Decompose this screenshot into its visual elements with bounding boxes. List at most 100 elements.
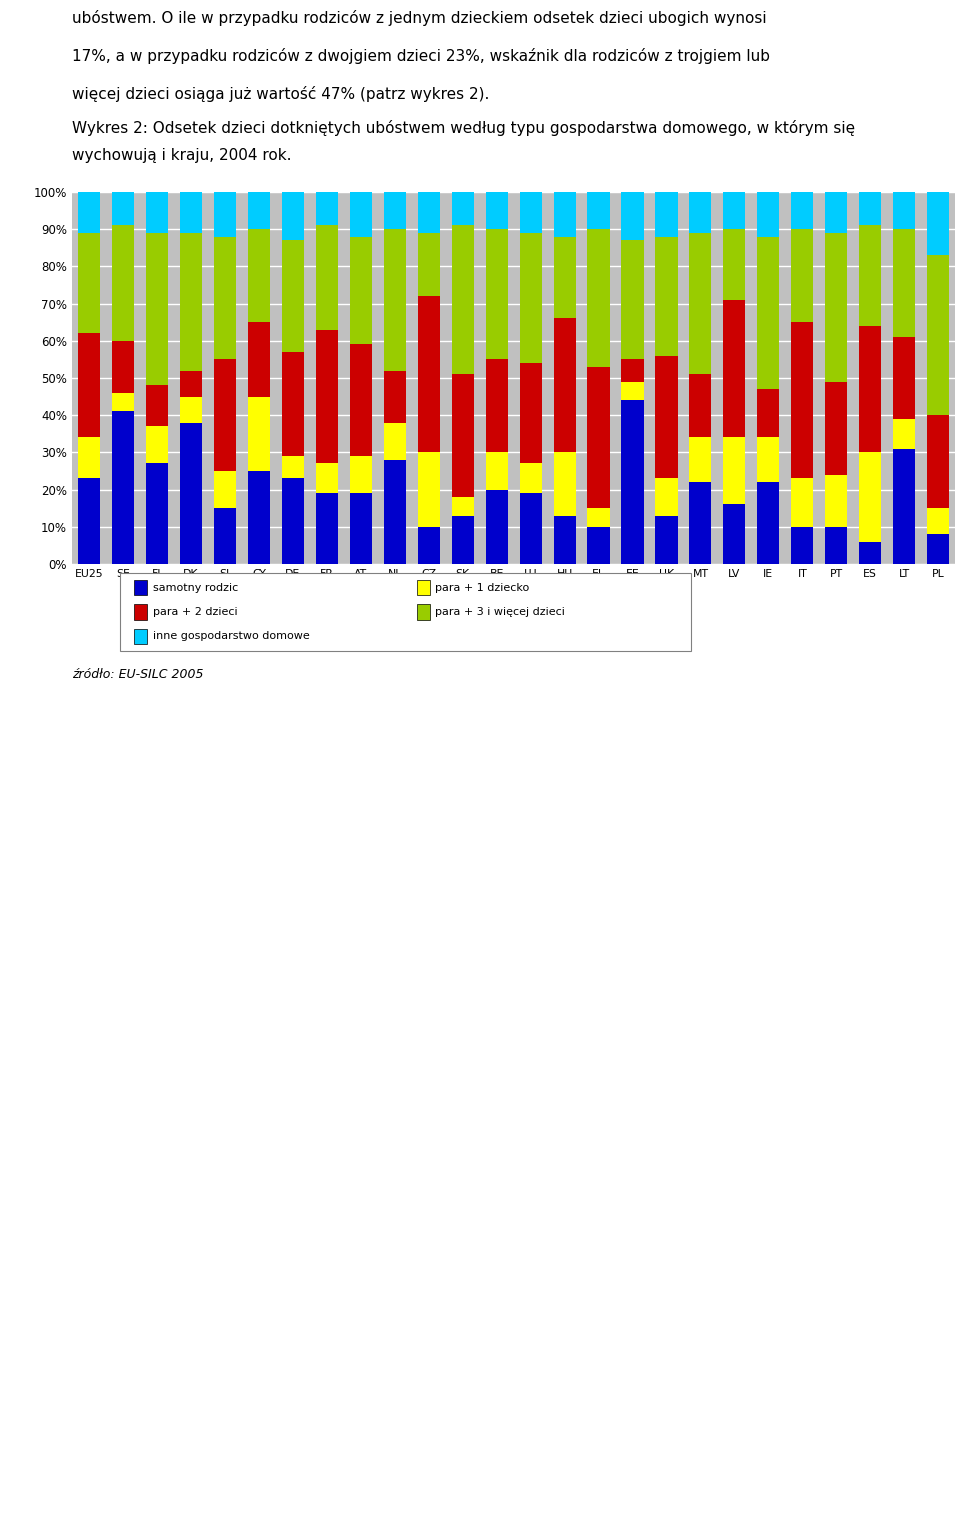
Text: para + 2 dzieci: para + 2 dzieci xyxy=(153,607,237,617)
Bar xyxy=(316,192,338,226)
Bar xyxy=(486,360,508,453)
Text: para + 1 dziecko: para + 1 dziecko xyxy=(435,582,530,593)
Bar xyxy=(112,411,134,564)
Bar xyxy=(621,360,643,381)
Bar xyxy=(451,375,473,497)
Bar xyxy=(689,482,711,564)
Bar xyxy=(349,494,372,564)
Text: inne gospodarstwo domowe: inne gospodarstwo domowe xyxy=(153,631,309,642)
Bar xyxy=(214,236,236,360)
Bar xyxy=(214,507,236,564)
Bar xyxy=(418,192,440,233)
Bar xyxy=(349,456,372,494)
Bar xyxy=(282,241,303,352)
Text: para + 3 i więcej dzieci: para + 3 i więcej dzieci xyxy=(435,607,565,617)
Bar xyxy=(486,453,508,489)
Bar xyxy=(384,192,406,229)
Bar xyxy=(78,334,100,437)
Bar xyxy=(689,375,711,437)
Bar xyxy=(859,326,881,453)
Bar xyxy=(282,192,303,241)
Bar xyxy=(791,527,813,564)
Bar xyxy=(78,233,100,334)
Bar xyxy=(384,370,406,422)
Bar xyxy=(146,463,168,564)
Bar xyxy=(621,192,643,241)
Bar xyxy=(180,233,202,370)
Text: samotny rodzic: samotny rodzic xyxy=(153,582,238,593)
Bar xyxy=(451,192,473,226)
Bar xyxy=(180,370,202,396)
Bar xyxy=(112,192,134,226)
Bar xyxy=(893,192,915,229)
Text: ubóstwem. O ile w przypadku rodziców z jednym dzieckiem odsetek dzieci ubogich w: ubóstwem. O ile w przypadku rodziców z j… xyxy=(72,11,767,26)
Bar xyxy=(689,233,711,375)
Bar xyxy=(689,437,711,482)
Bar xyxy=(927,255,949,415)
Bar xyxy=(112,341,134,393)
Bar xyxy=(724,229,745,300)
Bar xyxy=(826,192,848,233)
Bar xyxy=(826,381,848,474)
Bar xyxy=(78,479,100,564)
Bar xyxy=(180,396,202,422)
Bar xyxy=(689,192,711,233)
Bar xyxy=(791,229,813,322)
Bar xyxy=(588,507,610,527)
Bar xyxy=(554,453,576,515)
Bar xyxy=(554,192,576,236)
Bar xyxy=(893,448,915,564)
Bar xyxy=(588,229,610,367)
Bar xyxy=(893,419,915,448)
Bar xyxy=(451,226,473,375)
Bar xyxy=(112,226,134,341)
Bar xyxy=(554,236,576,319)
Text: 17%, a w przypadku rodziców z dwojgiem dzieci 23%, wskaźnik dla rodziców z trojg: 17%, a w przypadku rodziców z dwojgiem d… xyxy=(72,47,770,64)
Bar xyxy=(859,453,881,541)
Bar xyxy=(214,471,236,507)
Bar xyxy=(519,363,541,463)
Bar xyxy=(418,453,440,527)
Bar xyxy=(656,479,678,515)
Bar xyxy=(248,322,270,396)
Bar xyxy=(519,192,541,233)
Bar xyxy=(826,527,848,564)
Bar xyxy=(214,360,236,471)
Bar xyxy=(248,229,270,322)
Bar xyxy=(757,437,780,482)
Bar xyxy=(112,393,134,411)
Bar xyxy=(384,460,406,564)
Bar xyxy=(316,226,338,329)
Bar xyxy=(146,386,168,427)
Bar xyxy=(791,192,813,229)
Bar xyxy=(927,507,949,533)
Bar xyxy=(724,192,745,229)
Bar xyxy=(451,515,473,564)
Bar xyxy=(146,427,168,463)
Bar xyxy=(588,527,610,564)
Bar xyxy=(656,515,678,564)
Bar xyxy=(486,192,508,229)
Bar xyxy=(78,437,100,479)
Bar xyxy=(418,296,440,453)
Bar xyxy=(451,497,473,515)
Bar xyxy=(282,456,303,479)
Bar xyxy=(621,241,643,360)
Bar xyxy=(893,229,915,337)
Bar xyxy=(282,352,303,456)
Bar xyxy=(757,482,780,564)
Bar xyxy=(757,236,780,389)
Bar xyxy=(180,192,202,233)
Bar xyxy=(791,322,813,479)
Bar xyxy=(349,192,372,236)
Bar xyxy=(656,192,678,236)
Bar xyxy=(621,381,643,401)
Bar xyxy=(791,479,813,527)
Bar xyxy=(349,344,372,456)
Bar xyxy=(554,319,576,453)
Bar xyxy=(859,192,881,226)
Bar xyxy=(418,527,440,564)
Bar xyxy=(724,437,745,504)
Bar xyxy=(588,367,610,507)
Bar xyxy=(146,233,168,386)
